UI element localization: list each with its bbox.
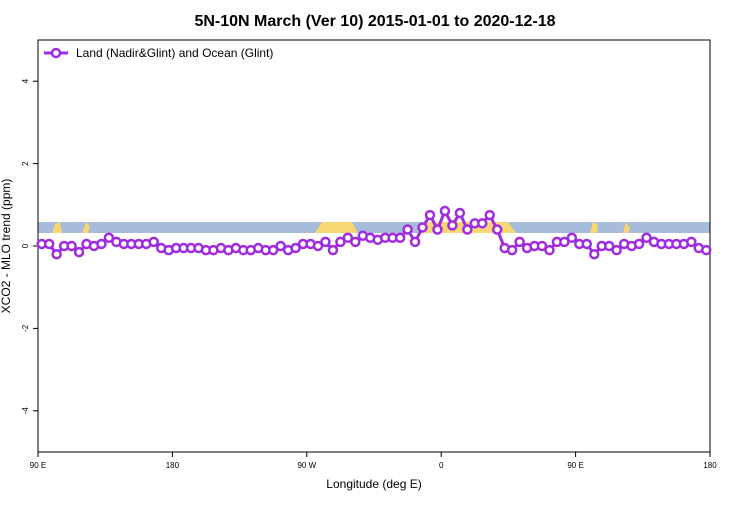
x-tick-label: 180: [703, 461, 717, 470]
y-tick-label: 4: [21, 78, 30, 83]
data-point: [506, 244, 518, 256]
y-tick-label: 2: [21, 161, 30, 166]
data-point: [312, 240, 324, 252]
data-point: [51, 248, 62, 260]
data-point: [290, 242, 301, 254]
data-point: [484, 209, 495, 221]
data-point: [96, 238, 107, 250]
y-tick-label: -4: [21, 407, 30, 415]
data-point: [447, 220, 458, 231]
data-point: [611, 244, 622, 256]
data-point: [514, 236, 525, 248]
data-point: [73, 246, 85, 258]
data-point: [417, 222, 428, 233]
data-point: [402, 224, 413, 235]
legend-label: Land (Nadir&Glint) and Ocean (Glint): [76, 46, 273, 60]
x-tick-label: 90 W: [297, 461, 316, 470]
land-mask: [38, 222, 710, 233]
land-patch: [82, 222, 90, 233]
data-point: [454, 207, 466, 219]
land-patch: [590, 222, 598, 233]
data-point: [581, 238, 593, 250]
data-point: [432, 224, 443, 235]
chart-title: 5N-10N March (Ver 10) 2015-01-01 to 2020…: [194, 13, 555, 30]
data-point: [43, 238, 55, 250]
data-point: [424, 209, 436, 221]
x-tick-label: 0: [439, 461, 444, 470]
data-point: [544, 244, 555, 256]
data-point: [394, 232, 406, 244]
x-axis-label: Longitude (deg E): [326, 477, 421, 491]
data-point: [589, 248, 600, 260]
y-tick-label: 0: [21, 243, 30, 248]
data-point: [641, 232, 652, 244]
data-point: [148, 236, 159, 248]
data-point: [477, 218, 488, 229]
data-point: [439, 205, 451, 217]
data-point: [559, 236, 570, 248]
data-point: [66, 240, 77, 252]
data-point: [491, 224, 503, 235]
data-point: [633, 238, 645, 250]
data-point: [335, 236, 346, 248]
land-patch: [315, 222, 358, 233]
data-point: [320, 236, 331, 248]
data-point: [350, 236, 361, 248]
land-patch: [52, 222, 62, 233]
y-axis-label: XCO2 - MLO trend (ppm): [0, 179, 13, 314]
ocean-band: [38, 222, 710, 233]
land-patch: [623, 222, 630, 233]
data-point: [342, 232, 354, 244]
x-tick-label: 90 E: [567, 461, 583, 470]
data-point: [409, 236, 421, 248]
x-tick-label: 90 E: [30, 461, 46, 470]
y-tick-label: -2: [21, 324, 30, 332]
x-tick-label: 180: [166, 461, 180, 470]
legend-marker: [50, 47, 62, 59]
data-point: [327, 244, 339, 256]
data-point: [462, 224, 473, 235]
data-point: [701, 244, 712, 256]
data-point: [536, 240, 548, 252]
data-point: [267, 244, 279, 256]
data-point: [603, 240, 615, 252]
data-point: [686, 236, 697, 248]
data-point: [275, 240, 286, 252]
data-point: [103, 232, 115, 244]
legend: Land (Nadir&Glint) and Ocean (Glint): [44, 46, 273, 60]
data-point: [566, 232, 578, 244]
